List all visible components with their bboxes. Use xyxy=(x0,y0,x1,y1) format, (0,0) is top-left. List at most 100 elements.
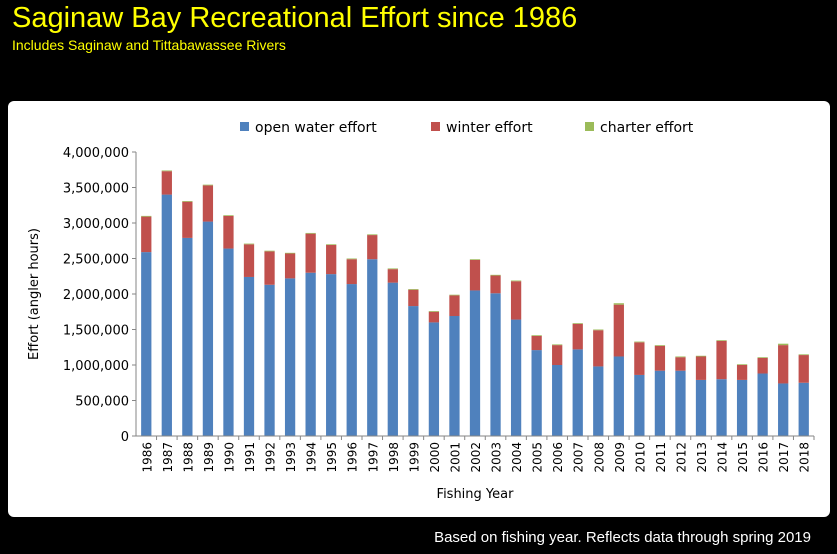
bar-segment-charter-effort xyxy=(552,344,563,346)
bar-segment-charter-effort xyxy=(510,280,522,282)
bar-segment-winter-effort xyxy=(531,335,542,351)
chart-panel: open water effort winter effort charter ef… xyxy=(8,101,830,517)
stacked-bar-chart: open water effort winter effort charter ef… xyxy=(27,120,815,502)
bar-segment-charter-effort xyxy=(202,184,214,186)
bar-segment-open-water-effort xyxy=(305,272,316,436)
bar-segment-charter-effort xyxy=(634,341,645,343)
bar-segment-charter-effort xyxy=(223,215,234,216)
bar-segment-winter-effort xyxy=(675,357,686,371)
bar-segment-charter-effort xyxy=(695,355,707,357)
x-tick-label: 1999 xyxy=(407,442,421,473)
x-tick-label: 2012 xyxy=(674,442,688,473)
bar-segment-open-water-effort xyxy=(141,252,152,436)
bar-segment-charter-effort xyxy=(408,289,419,290)
bar-segment-charter-effort xyxy=(716,340,727,341)
y-tick-label: 1,500,000 xyxy=(63,324,129,339)
bar-segment-winter-effort xyxy=(634,342,645,375)
y-axis: 0 500,000 1,000,000 1,500,000 2,000,000 2,500… xyxy=(63,146,137,445)
bar-segment-charter-effort xyxy=(654,345,666,346)
bar-segment-winter-effort xyxy=(428,311,440,323)
bar-segment-open-water-effort xyxy=(387,282,398,436)
y-tick-label: 2,500,000 xyxy=(63,253,129,268)
x-tick-label: 2015 xyxy=(736,442,750,473)
bar-segment-open-water-effort xyxy=(264,284,275,436)
legend-label: open water effort xyxy=(255,120,377,136)
bar-segment-open-water-effort xyxy=(449,316,460,436)
bar-segment-winter-effort xyxy=(161,171,172,195)
bar-segment-winter-effort xyxy=(305,233,316,273)
x-tick-label: 1993 xyxy=(284,442,298,473)
bar-segment-winter-effort xyxy=(284,253,296,279)
bar-segment-winter-effort xyxy=(243,244,255,277)
y-tick-label: 500,000 xyxy=(75,395,129,410)
legend-label: charter effort xyxy=(600,120,694,136)
y-tick-label: 3,500,000 xyxy=(63,182,129,197)
bar-segment-charter-effort xyxy=(387,268,398,270)
bar-segment-charter-effort xyxy=(778,343,789,346)
x-tick-label: 1994 xyxy=(305,442,319,473)
bar-segment-open-water-effort xyxy=(161,194,172,436)
bar-segment-open-water-effort xyxy=(223,248,234,436)
bar-segment-open-water-effort xyxy=(182,237,193,436)
x-tick-label: 2008 xyxy=(592,442,606,473)
bar-segment-open-water-effort xyxy=(346,284,357,436)
bar-segment-open-water-effort xyxy=(695,379,707,436)
x-tick-label: 2005 xyxy=(531,442,545,473)
bar-segment-winter-effort xyxy=(490,275,501,294)
bar-segment-charter-effort xyxy=(675,356,686,358)
bar-segment-open-water-effort xyxy=(490,293,501,436)
bar-segment-open-water-effort xyxy=(736,379,748,436)
bar-segment-charter-effort xyxy=(141,215,152,217)
y-tick-label: 0 xyxy=(121,430,129,445)
x-tick-label: 1997 xyxy=(366,442,380,473)
bar-segment-open-water-effort xyxy=(552,365,563,436)
bar-segment-open-water-effort xyxy=(613,356,624,436)
x-tick-label: 2000 xyxy=(428,442,442,473)
bar-segment-charter-effort xyxy=(593,329,604,331)
bar-segment-charter-effort xyxy=(161,170,172,172)
bar-segment-winter-effort xyxy=(798,355,809,383)
legend-swatch xyxy=(585,122,594,131)
bar-segment-open-water-effort xyxy=(284,278,296,436)
bar-segment-charter-effort xyxy=(490,274,501,276)
x-tick-label: 2010 xyxy=(633,442,647,473)
bar-segment-open-water-effort xyxy=(367,259,378,436)
bar-segment-open-water-effort xyxy=(593,366,604,436)
bar-segment-charter-effort xyxy=(798,354,809,356)
bar-segment-open-water-effort xyxy=(778,383,789,436)
bar-segment-winter-effort xyxy=(695,356,707,380)
bar-segment-winter-effort xyxy=(141,216,152,253)
x-tick-label: 2009 xyxy=(613,442,627,473)
bar-segment-open-water-effort xyxy=(469,290,481,436)
x-tick-label: 1996 xyxy=(346,442,360,473)
bar-segment-winter-effort xyxy=(367,235,378,260)
bar-segment-winter-effort xyxy=(613,304,624,357)
legend: open water effort winter effort charter ef… xyxy=(240,120,694,136)
bar-segment-charter-effort xyxy=(326,244,337,246)
bar-segment-open-water-effort xyxy=(572,349,583,436)
bar-segment-winter-effort xyxy=(202,185,214,222)
x-tick-label: 1990 xyxy=(222,442,236,473)
y-tick-label: 4,000,000 xyxy=(63,146,129,161)
bars xyxy=(141,170,809,436)
bar-segment-open-water-effort xyxy=(675,370,686,436)
x-tick-label: 2006 xyxy=(551,442,565,473)
y-tick-label: 2,000,000 xyxy=(63,288,129,303)
bar-segment-open-water-effort xyxy=(757,373,768,436)
bar-segment-charter-effort xyxy=(346,258,357,260)
x-tick-label: 1991 xyxy=(243,442,257,473)
bar-segment-open-water-effort xyxy=(716,379,727,436)
footer-note: Based on fishing year. Reflects data thr… xyxy=(434,529,811,546)
bar-segment-open-water-effort xyxy=(202,221,214,436)
x-tick-label: 2003 xyxy=(490,442,504,473)
y-tick-label: 1,000,000 xyxy=(63,359,129,374)
bar-segment-charter-effort xyxy=(264,250,275,252)
bar-segment-charter-effort xyxy=(449,294,460,296)
bar-segment-charter-effort xyxy=(305,232,316,234)
bar-segment-charter-effort xyxy=(757,357,768,358)
x-tick-label: 2017 xyxy=(777,442,791,473)
bar-segment-charter-effort xyxy=(182,200,193,202)
y-tick-label: 3,000,000 xyxy=(63,217,129,232)
x-tick-label: 2016 xyxy=(757,442,771,473)
bar-segment-charter-effort xyxy=(531,335,542,336)
